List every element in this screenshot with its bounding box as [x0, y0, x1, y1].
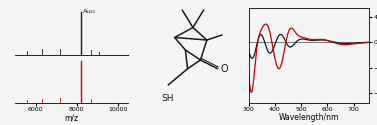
X-axis label: Wavelength/nm: Wavelength/nm: [279, 113, 339, 122]
Text: SH: SH: [161, 94, 173, 103]
X-axis label: m/z: m/z: [64, 113, 79, 122]
Text: O: O: [221, 64, 228, 74]
Text: Au₂₁: Au₂₁: [83, 9, 96, 14]
